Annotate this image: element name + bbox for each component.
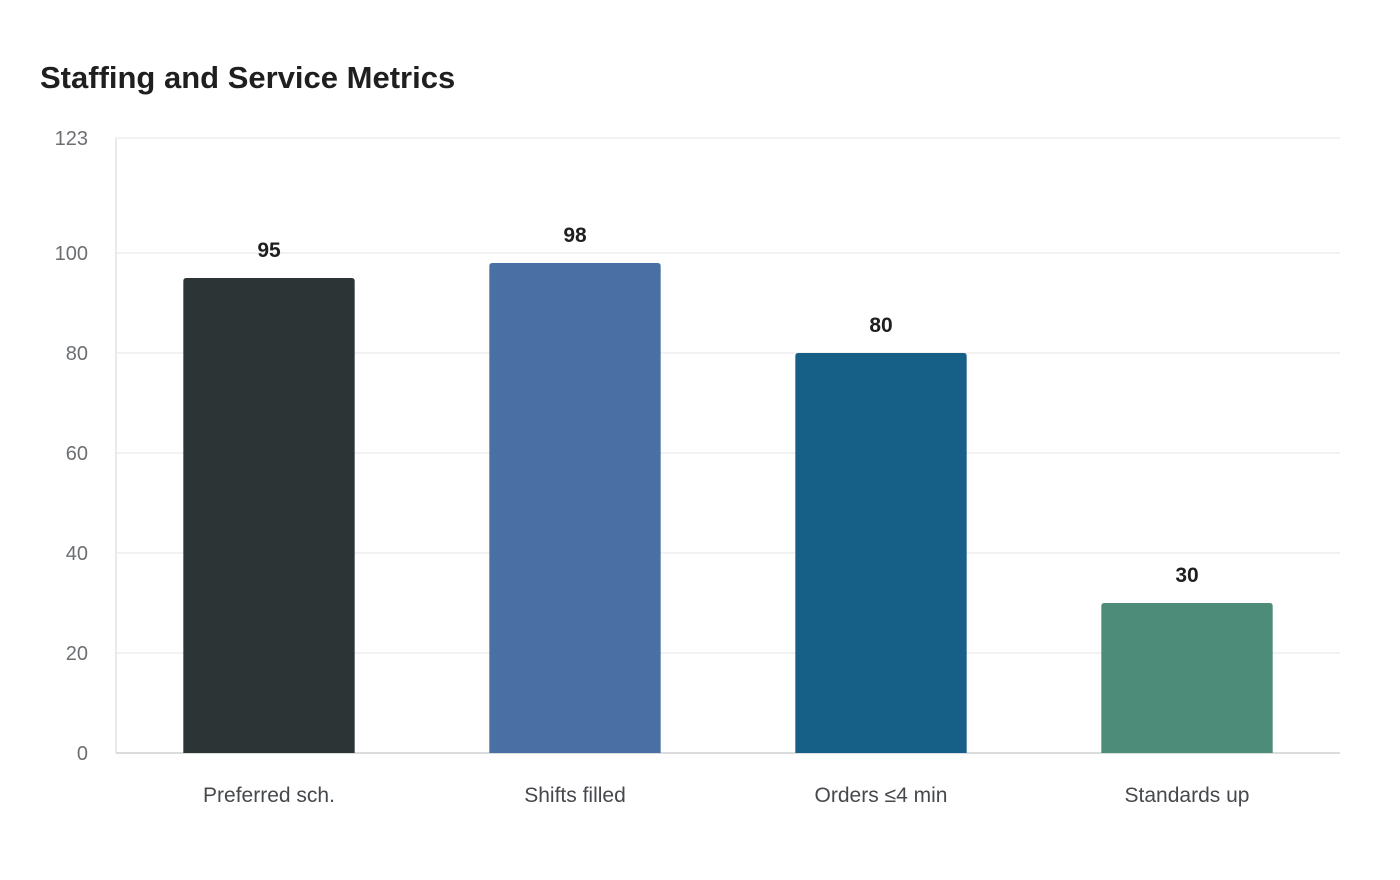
data-label: 98 bbox=[563, 224, 587, 247]
data-label: 30 bbox=[1175, 564, 1198, 587]
x-tick-label: Orders ≤4 min bbox=[815, 784, 948, 807]
bar bbox=[1101, 603, 1273, 753]
data-label: 80 bbox=[869, 314, 892, 337]
labels: 0 20 40 60 80 100 123 95 Preferred sch. 98 Shifts … bbox=[55, 128, 1250, 807]
y-tick-label: 123 bbox=[55, 128, 88, 150]
bar bbox=[795, 353, 967, 753]
y-tick-label: 0 bbox=[77, 743, 88, 765]
x-tick-label: Standards up bbox=[1125, 784, 1250, 807]
chart-title: Staffing and Service Metrics bbox=[40, 60, 456, 95]
bar bbox=[489, 263, 661, 753]
y-tick-label: 20 bbox=[66, 643, 88, 665]
data-label: 95 bbox=[257, 239, 281, 262]
bars bbox=[183, 263, 1273, 753]
x-tick-label: Shifts filled bbox=[524, 784, 626, 807]
bar bbox=[183, 278, 355, 753]
y-tick-label: 60 bbox=[66, 443, 88, 465]
y-tick-label: 100 bbox=[55, 243, 88, 265]
y-tick-label: 40 bbox=[66, 543, 88, 565]
x-tick-label: Preferred sch. bbox=[203, 784, 335, 807]
y-tick-label: 80 bbox=[66, 343, 88, 365]
